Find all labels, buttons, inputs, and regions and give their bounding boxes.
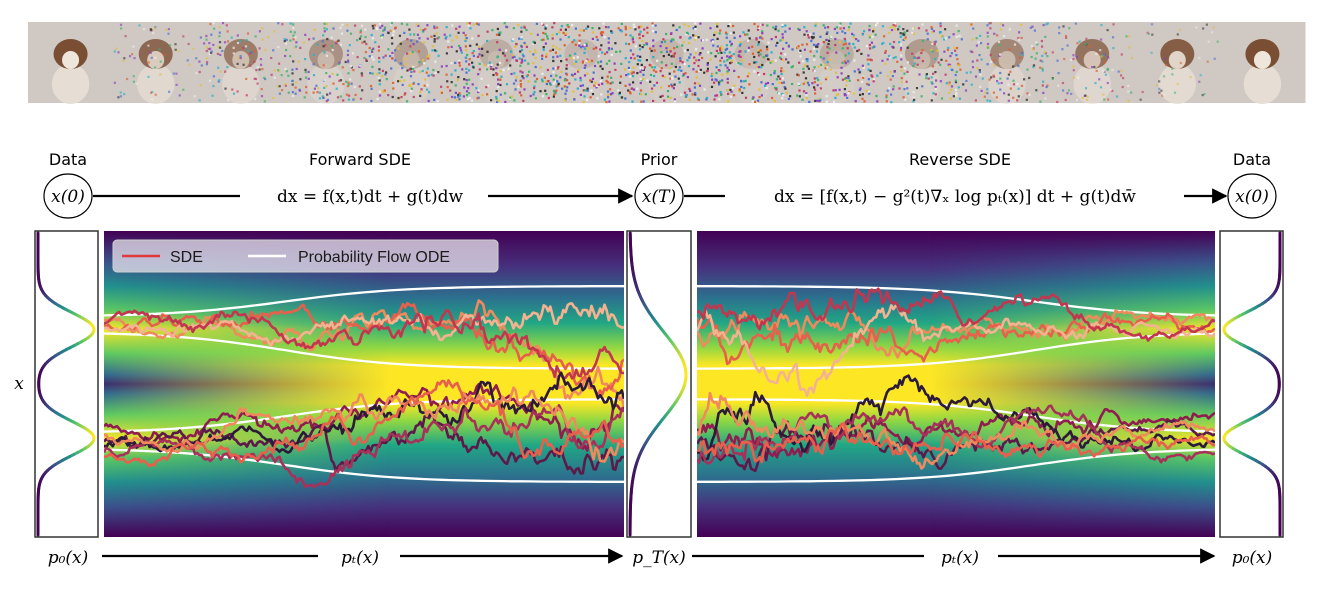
node-xT: x(T) — [634, 173, 684, 219]
strip-frame — [538, 22, 625, 104]
sde-trajectory — [104, 379, 624, 468]
noise-image-strip — [28, 22, 1306, 104]
p0-label-right: p₀(x) — [1232, 548, 1273, 568]
density-panel-right — [1219, 230, 1284, 538]
pT-label: p_T(x) — [632, 548, 686, 568]
strip-frame — [794, 22, 880, 104]
strip-frame — [709, 22, 795, 104]
legend-ode-label: Probability Flow ODE — [298, 249, 450, 266]
node-x0-right-text: x(0) — [1235, 187, 1269, 207]
reverse-sde-label: Reverse SDE — [909, 150, 1011, 169]
node-x0-left-text: x(0) — [51, 187, 85, 207]
pt-label-left: pₜ(x) — [341, 548, 379, 568]
node-xT-text: x(T) — [642, 187, 676, 207]
sde-trajectory — [697, 391, 1215, 470]
sde-trajectory — [104, 382, 624, 452]
strip-frame — [1049, 22, 1136, 104]
strip-frame — [1219, 22, 1306, 104]
sde-trajectory — [697, 404, 1215, 465]
p0-label-left: p₀(x) — [48, 548, 89, 568]
forward-density-field — [104, 231, 624, 537]
strip-frame — [623, 22, 710, 104]
strip-frame — [1134, 22, 1221, 104]
strip-frame — [879, 22, 965, 104]
strip-frame — [368, 22, 455, 104]
density-panel-left — [34, 230, 99, 538]
strip-frame — [964, 22, 1051, 104]
prior-density-panel — [626, 230, 692, 538]
sde-trajectory — [697, 312, 1215, 366]
ode-flow-line — [697, 332, 1215, 370]
data-label-left: Data — [49, 150, 87, 169]
node-x0-right: x(0) — [1227, 173, 1277, 219]
sde-trajectory — [697, 374, 1215, 462]
reverse-equation: dx = [f(x,t) − g²(t)∇ₓ log pₜ(x)] dt + g… — [774, 187, 1136, 207]
strip-frame — [28, 22, 114, 104]
ode-flow-line — [104, 448, 624, 483]
ode-flow-line — [104, 285, 624, 317]
prior-label: Prior — [641, 150, 678, 169]
ode-flow-line — [104, 332, 624, 370]
strip-frame — [283, 22, 370, 104]
sde-trajectory — [104, 309, 624, 380]
sde-trajectory — [104, 386, 624, 463]
legend-sde-label: SDE — [170, 249, 203, 266]
strip-frame — [198, 22, 284, 104]
sde-trajectory — [697, 422, 1215, 464]
data-label-right: Data — [1233, 150, 1271, 169]
forward-sde-label: Forward SDE — [309, 150, 411, 169]
sde-trajectory — [104, 404, 624, 489]
x-axis-label: x — [14, 374, 24, 394]
ode-flow-line — [697, 448, 1215, 483]
strip-frame — [453, 22, 540, 104]
ode-flow-line — [697, 398, 1215, 433]
legend: SDE Probability Flow ODE — [112, 239, 499, 273]
sde-trajectory — [697, 287, 1215, 342]
reverse-density-field — [697, 231, 1215, 537]
strip-frame — [113, 22, 199, 104]
forward-equation: dx = f(x,t)dt + g(t)dw — [277, 187, 464, 207]
pt-label-right: pₜ(x) — [941, 548, 979, 568]
node-x0-left: x(0) — [43, 173, 93, 219]
